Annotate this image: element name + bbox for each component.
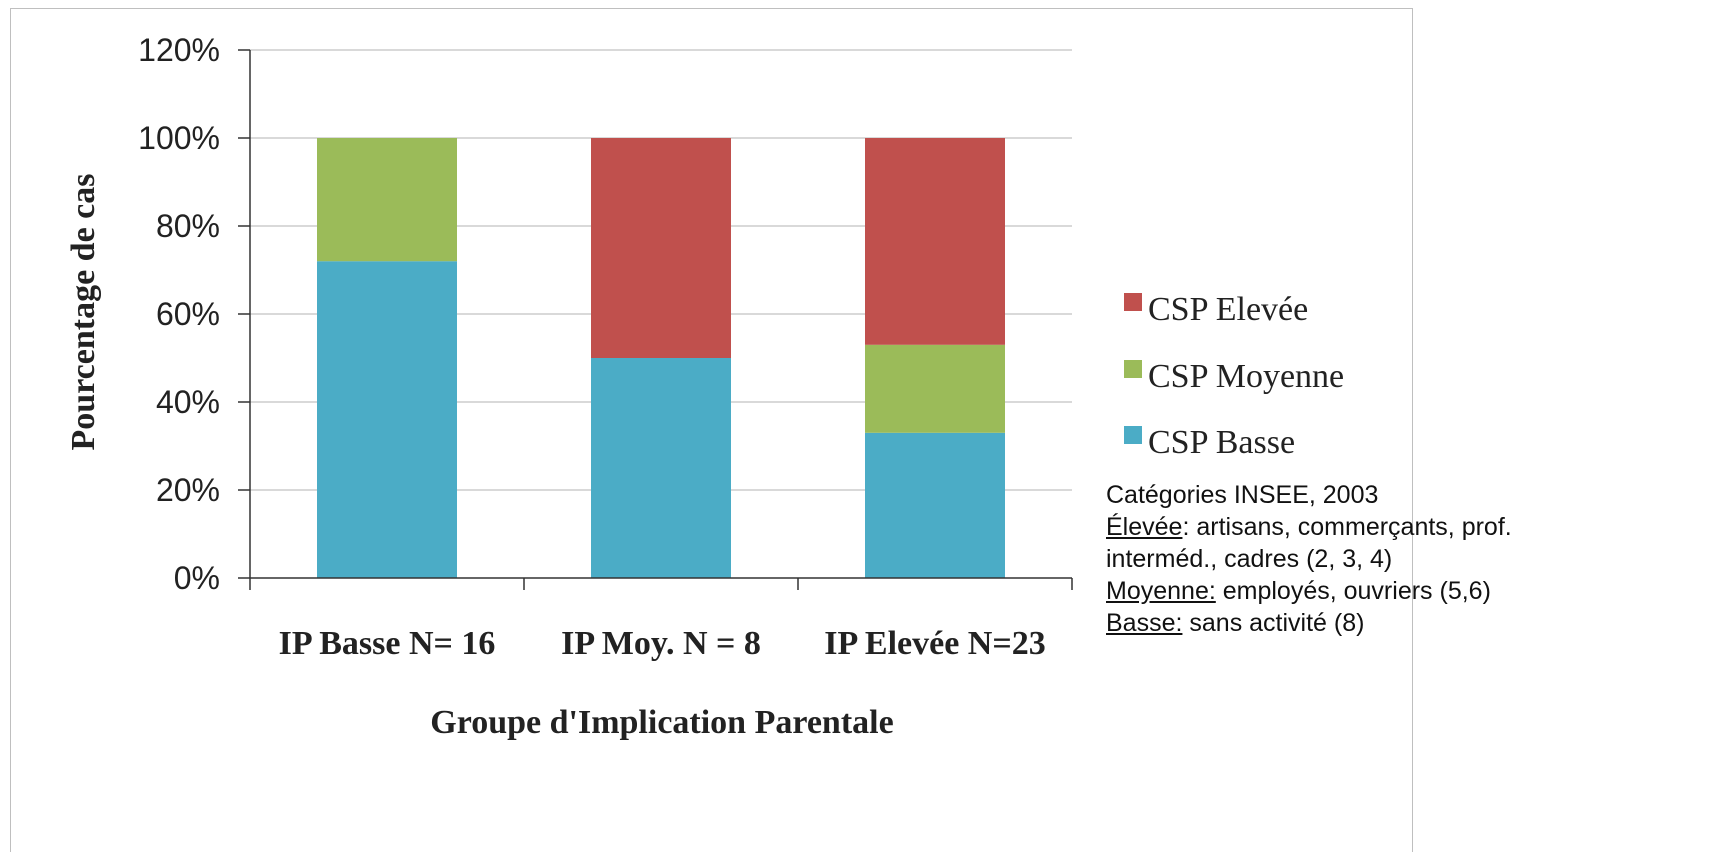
bar-csp-basse — [317, 261, 457, 578]
note-basse-text: sans activité (8) — [1182, 609, 1365, 637]
bar-csp-basse — [865, 432, 1005, 578]
y-tick-label: 60% — [156, 296, 220, 332]
x-category-label: IP Elevée N=23 — [824, 625, 1045, 662]
note-moyenne-text: employés, ouvriers (5,6) — [1215, 577, 1491, 605]
note-elevee-cont: interméd., cadres (2, 3, 4) — [1106, 545, 1393, 573]
x-category-label: IP Moy. N = 8 — [561, 625, 761, 662]
note-elevee-text: : artisans, commerçants, prof. — [1182, 513, 1512, 541]
bar-csp-moyenne — [865, 344, 1005, 433]
y-tick-label: 0% — [174, 560, 220, 596]
bar-csp-elev-e — [865, 138, 1005, 345]
y-tick-label: 40% — [156, 384, 220, 420]
chart-frame — [10, 8, 1413, 852]
legend-swatch — [1124, 360, 1142, 378]
y-tick-label: 100% — [138, 120, 220, 156]
legend-label: CSP Moyenne — [1148, 358, 1344, 395]
bar-csp-elev-e — [591, 138, 731, 358]
note-moyenne: Moyenne: employés, ouvriers (5,6) — [1106, 575, 1576, 607]
y-axis-title: Pourcentage de cas — [65, 174, 102, 451]
bars — [317, 138, 1005, 578]
note-elevee-label: Élevée — [1106, 513, 1183, 541]
x-category-label: IP Basse N= 16 — [279, 625, 496, 662]
y-tick-label: 80% — [156, 208, 220, 244]
legend-label: CSP Basse — [1148, 424, 1295, 461]
x-category-labels: IP Basse N= 16 IP Moy. N = 8 IP Elevée N=2… — [279, 625, 1046, 662]
bar-csp-moyenne — [317, 138, 457, 262]
y-tick-label: 20% — [156, 472, 220, 508]
axes — [238, 49, 1073, 590]
bar-csp-basse — [591, 358, 731, 578]
note-title: Catégories INSEE, 2003 — [1106, 481, 1379, 509]
legend-swatch — [1124, 426, 1142, 444]
legend: CSP Elevée CSP Moyenne CSP Basse — [1124, 291, 1344, 461]
insee-note: Catégories INSEE, 2003 Élevée: artisans,… — [1106, 479, 1576, 639]
note-basse: Basse: sans activité (8) — [1106, 607, 1576, 639]
note-basse-label: Basse: — [1106, 609, 1183, 637]
x-axis-title: Groupe d'Implication Parentale — [430, 704, 893, 741]
note-moyenne-label: Moyenne: — [1106, 577, 1216, 605]
note-elevee: Élevée: artisans, commerçants, prof. — [1106, 511, 1576, 543]
y-tick-labels: 0% 20% 40% 60% 80% 100% 120% — [138, 32, 220, 596]
legend-swatch — [1124, 293, 1142, 311]
legend-label: CSP Elevée — [1148, 291, 1308, 328]
y-tick-label: 120% — [138, 32, 220, 68]
